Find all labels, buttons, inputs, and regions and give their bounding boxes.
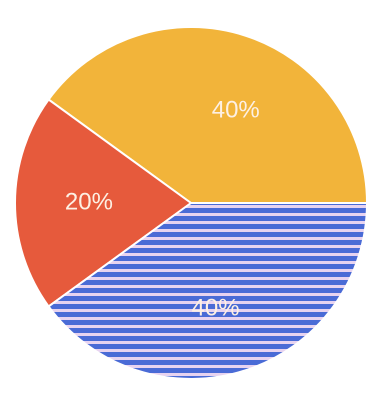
pie-slice-3 [47, 202, 369, 380]
pie-slice-1-label: 40% [212, 97, 260, 124]
pie-slice-1 [47, 26, 369, 204]
pie-slice-2 [14, 98, 193, 308]
pie-slice-2-label: 20% [65, 188, 113, 215]
pie-slice-3-label: 40% [192, 295, 240, 322]
pie-slices [14, 26, 369, 380]
pie-labels: 40% 20% 40% [65, 97, 260, 322]
